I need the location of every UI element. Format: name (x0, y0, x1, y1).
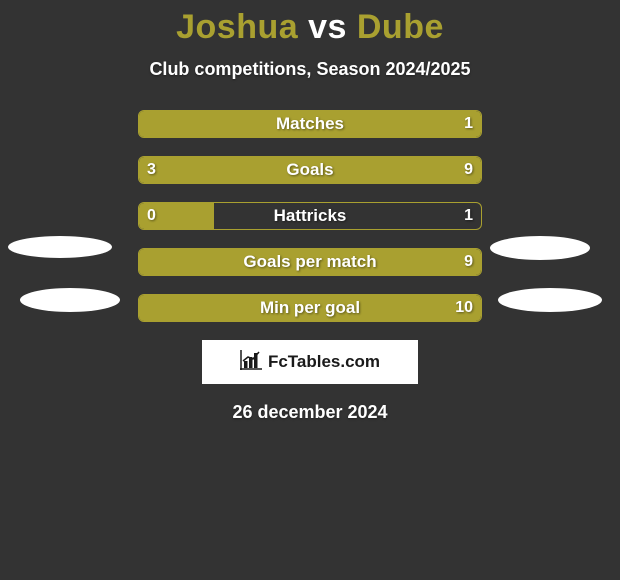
page-title: Joshua vs Dube (0, 0, 620, 47)
avatar-placeholder-right-2 (498, 288, 602, 312)
stat-row: Goals per match 9 (138, 248, 482, 276)
stat-row-fill-right (139, 249, 481, 275)
stat-row: Min per goal 10 (138, 294, 482, 322)
stat-value-right: 1 (464, 111, 473, 137)
title-player1: Joshua (176, 8, 298, 46)
comparison-widget: Joshua vs Dube Club competitions, Season… (0, 0, 620, 580)
stat-value-right: 1 (464, 203, 473, 229)
stat-row: 3 Goals 9 (138, 156, 482, 184)
stat-value-right: 9 (464, 157, 473, 183)
date-line: 26 december 2024 (0, 402, 620, 423)
source-logo-link[interactable]: FcTables.com (202, 340, 418, 384)
avatar-placeholder-left-1 (8, 236, 112, 258)
bar-chart-icon (240, 350, 262, 375)
title-player2: Dube (357, 8, 444, 46)
title-vs: vs (298, 8, 357, 46)
stat-row-fill-right (139, 295, 481, 321)
source-logo-text: FcTables.com (268, 352, 380, 372)
avatar-placeholder-left-2 (20, 288, 120, 312)
chart-area: Matches 1 3 Goals 9 0 Hattricks 1 Goals … (0, 110, 620, 423)
stat-row: 0 Hattricks 1 (138, 202, 482, 230)
stat-value-left: 0 (147, 203, 156, 229)
stat-row-fill-right (139, 111, 481, 137)
stat-value-right: 9 (464, 249, 473, 275)
subtitle: Club competitions, Season 2024/2025 (0, 59, 620, 80)
stat-row: Matches 1 (138, 110, 482, 138)
avatar-placeholder-right-1 (490, 236, 590, 260)
stat-row-fill-right (214, 157, 481, 183)
stat-value-left: 3 (147, 157, 156, 183)
stat-value-right: 10 (455, 295, 473, 321)
